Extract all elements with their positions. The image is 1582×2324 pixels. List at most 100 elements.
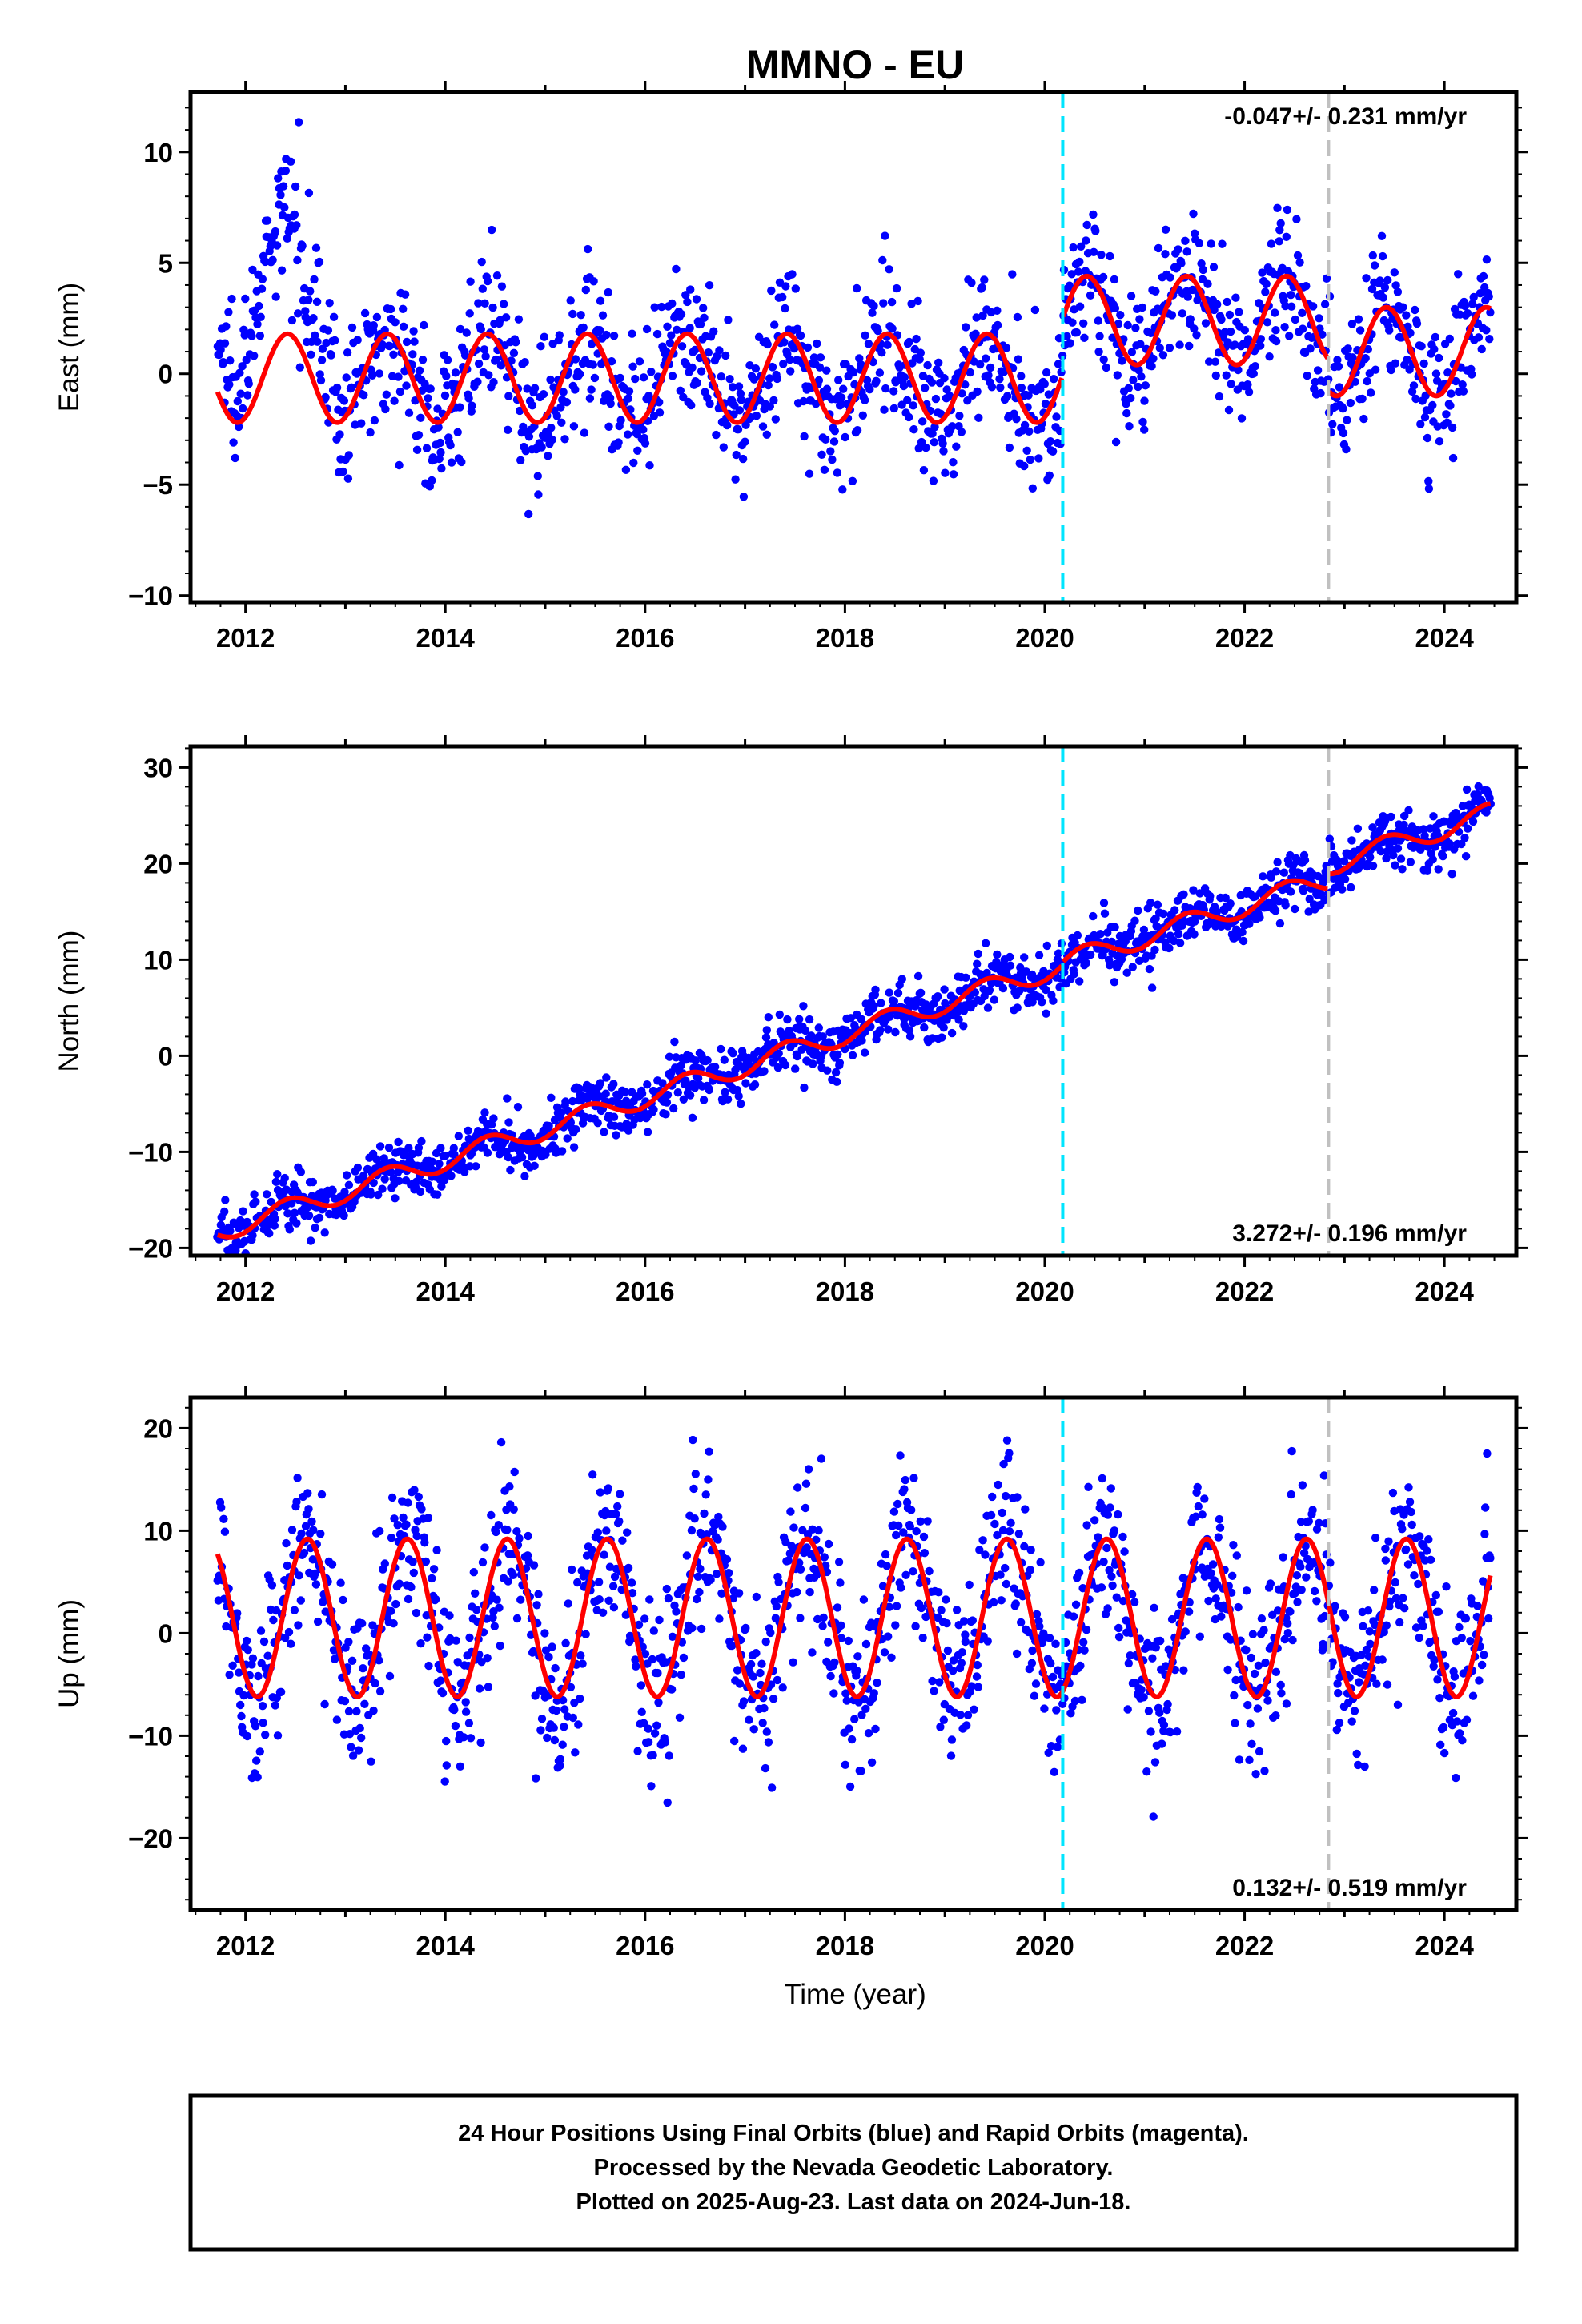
data-point — [1222, 371, 1231, 380]
data-point — [1396, 854, 1406, 863]
data-point — [649, 1626, 658, 1635]
data-point — [805, 1015, 814, 1024]
data-point — [741, 437, 749, 446]
data-point — [710, 1063, 720, 1072]
data-point — [640, 1719, 648, 1727]
data-point — [836, 399, 845, 408]
data-point — [1279, 868, 1289, 877]
velocity-rate-label: 0.132+/- 0.519 mm/yr — [1232, 1875, 1467, 1901]
data-point — [279, 182, 288, 191]
data-point — [857, 1711, 866, 1719]
data-point — [1071, 1600, 1081, 1610]
data-point — [1312, 1525, 1322, 1534]
data-point — [387, 1606, 396, 1616]
data-point — [378, 340, 387, 349]
data-point — [568, 1713, 577, 1723]
data-point — [769, 1695, 778, 1703]
data-point — [1050, 1767, 1059, 1776]
data-point — [1234, 365, 1243, 375]
data-point — [272, 241, 282, 250]
data-point — [1048, 1672, 1058, 1682]
data-point — [276, 191, 285, 199]
data-point — [919, 1532, 929, 1542]
data-point — [952, 1606, 962, 1614]
data-point — [972, 1672, 982, 1681]
data-point — [1404, 1483, 1413, 1492]
data-point — [982, 939, 990, 948]
data-point — [735, 406, 744, 415]
data-point — [271, 227, 280, 236]
data-point — [255, 1747, 264, 1756]
data-point — [460, 351, 470, 360]
data-point — [1445, 839, 1454, 848]
data-point — [1371, 1534, 1380, 1542]
data-point — [1299, 1549, 1309, 1558]
data-point — [296, 1596, 305, 1605]
data-point — [1053, 1743, 1062, 1751]
data-point — [1226, 327, 1235, 336]
data-point — [1433, 1675, 1442, 1684]
data-point — [1404, 806, 1413, 815]
data-point — [295, 1571, 303, 1580]
data-point — [1258, 268, 1267, 277]
data-point — [407, 1582, 416, 1592]
data-point — [644, 1724, 652, 1733]
data-point — [627, 1578, 636, 1587]
data-point — [1045, 471, 1054, 480]
data-point — [1486, 308, 1495, 317]
data-point — [1074, 267, 1083, 276]
data-point — [411, 396, 420, 405]
data-point — [750, 1080, 760, 1089]
data-point — [815, 363, 825, 372]
data-point — [1128, 1590, 1137, 1599]
data-point — [718, 1522, 727, 1531]
data-point — [962, 1721, 971, 1730]
data-point — [1482, 255, 1492, 264]
data-point — [1393, 1700, 1403, 1709]
data-point — [796, 331, 805, 340]
data-point — [273, 1731, 283, 1740]
data-point — [1140, 425, 1149, 434]
data-point — [1006, 961, 1015, 970]
data-point — [1028, 1646, 1037, 1655]
data-point — [741, 1079, 750, 1088]
data-point — [900, 372, 909, 382]
data-point — [929, 476, 938, 485]
data-point — [287, 1639, 295, 1648]
data-point — [311, 243, 321, 252]
data-point — [1184, 1607, 1194, 1616]
data-point — [1017, 384, 1026, 392]
data-point — [1011, 1599, 1020, 1608]
data-point — [923, 360, 932, 370]
data-point — [998, 983, 1008, 993]
data-point — [1398, 865, 1407, 874]
data-point — [453, 428, 462, 436]
data-point — [1391, 1594, 1401, 1603]
data-point — [1363, 376, 1371, 386]
data-point — [287, 316, 297, 325]
data-point — [934, 358, 943, 367]
data-point — [588, 1546, 596, 1554]
data-point — [894, 1521, 903, 1530]
data-point — [1094, 348, 1103, 356]
data-point — [504, 392, 513, 400]
data-point — [528, 401, 537, 410]
data-point — [800, 1083, 809, 1092]
data-point — [540, 332, 548, 341]
data-point — [737, 396, 746, 404]
data-point — [253, 1773, 262, 1782]
data-point — [901, 1570, 910, 1580]
data-point — [548, 435, 556, 444]
data-point — [731, 475, 740, 484]
data-point — [600, 1550, 608, 1559]
y-tick-label: 10 — [143, 1516, 173, 1546]
data-point — [423, 1633, 432, 1642]
data-point — [1080, 1646, 1089, 1655]
data-point — [911, 1622, 920, 1631]
data-point — [668, 299, 677, 308]
data-point — [343, 348, 352, 357]
data-point — [357, 1733, 366, 1743]
data-point — [310, 275, 319, 284]
data-point — [387, 1534, 396, 1542]
data-point — [696, 1564, 705, 1574]
